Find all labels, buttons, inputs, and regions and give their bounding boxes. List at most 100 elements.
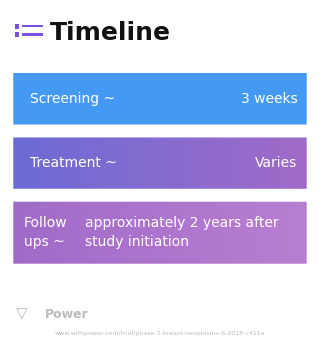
Bar — [213, 73, 215, 125]
Text: Timeline: Timeline — [50, 21, 171, 45]
Bar — [22, 25, 43, 27]
Bar — [290, 201, 292, 264]
Bar — [292, 73, 295, 125]
Bar — [290, 137, 292, 189]
Bar — [81, 201, 83, 264]
Bar — [79, 137, 81, 189]
Bar — [268, 137, 269, 189]
Bar — [55, 201, 58, 264]
Bar — [132, 201, 134, 264]
Bar — [192, 137, 195, 189]
Bar — [28, 201, 30, 264]
Bar — [170, 201, 172, 264]
Bar — [47, 137, 49, 189]
Bar — [276, 73, 278, 125]
Bar — [131, 137, 133, 189]
Bar — [133, 137, 136, 189]
Bar — [117, 73, 119, 125]
Bar — [239, 73, 242, 125]
Bar — [229, 73, 231, 125]
Bar — [45, 137, 47, 189]
Bar — [170, 137, 172, 189]
Bar — [150, 73, 152, 125]
Bar — [32, 137, 34, 189]
Bar — [17, 73, 19, 125]
Bar — [63, 73, 65, 125]
Bar — [126, 201, 128, 264]
Bar — [82, 137, 84, 189]
Bar — [157, 73, 159, 125]
Bar — [247, 73, 249, 125]
Bar — [306, 137, 308, 189]
Bar — [195, 73, 197, 125]
Bar — [158, 137, 161, 189]
Bar — [279, 73, 281, 125]
Bar — [35, 73, 37, 125]
Bar — [178, 201, 180, 264]
Bar — [111, 137, 114, 189]
Bar — [106, 201, 108, 264]
Bar — [198, 201, 200, 264]
Bar — [51, 73, 53, 125]
Bar — [41, 137, 43, 189]
Bar — [263, 201, 265, 264]
Bar — [270, 137, 273, 189]
Bar — [61, 73, 63, 125]
Bar — [244, 201, 246, 264]
Bar — [239, 137, 242, 189]
Bar — [76, 137, 78, 189]
Bar — [219, 201, 221, 264]
Bar — [260, 73, 262, 125]
Bar — [175, 137, 177, 189]
Bar — [191, 201, 193, 264]
Text: www.withpower.com/trial/phase-3-breast-neoplasms-6-2018-c411e: www.withpower.com/trial/phase-3-breast-n… — [55, 331, 265, 336]
Bar — [243, 73, 244, 125]
Bar — [111, 73, 114, 125]
Bar — [228, 201, 230, 264]
Bar — [85, 73, 87, 125]
Bar — [45, 201, 47, 264]
Bar — [164, 73, 166, 125]
Bar — [140, 137, 141, 189]
Bar — [179, 73, 181, 125]
Bar — [106, 73, 108, 125]
Bar — [188, 73, 190, 125]
Bar — [79, 73, 81, 125]
Bar — [278, 73, 280, 125]
Bar — [228, 137, 230, 189]
Bar — [195, 137, 197, 189]
Bar — [272, 73, 274, 125]
Bar — [297, 137, 299, 189]
Bar — [50, 201, 52, 264]
Bar — [244, 73, 246, 125]
Bar — [76, 201, 78, 264]
Bar — [287, 73, 289, 125]
Bar — [110, 137, 112, 189]
Bar — [263, 137, 265, 189]
Bar — [172, 137, 174, 189]
Bar — [232, 201, 234, 264]
Bar — [82, 73, 84, 125]
Bar — [189, 73, 192, 125]
Bar — [142, 137, 144, 189]
Bar — [239, 201, 242, 264]
Bar — [13, 201, 15, 264]
Bar — [220, 137, 222, 189]
Bar — [129, 73, 131, 125]
Bar — [47, 201, 49, 264]
Bar — [22, 73, 24, 125]
Bar — [33, 137, 36, 189]
Bar — [19, 73, 21, 125]
Bar — [26, 137, 28, 189]
Bar — [91, 201, 93, 264]
Bar — [113, 73, 115, 125]
Bar — [17, 201, 19, 264]
Bar — [275, 137, 277, 189]
Bar — [194, 201, 196, 264]
Bar — [153, 137, 155, 189]
Bar — [278, 201, 280, 264]
Bar — [251, 137, 253, 189]
Bar — [162, 73, 164, 125]
Bar — [63, 201, 65, 264]
Bar — [259, 201, 261, 264]
